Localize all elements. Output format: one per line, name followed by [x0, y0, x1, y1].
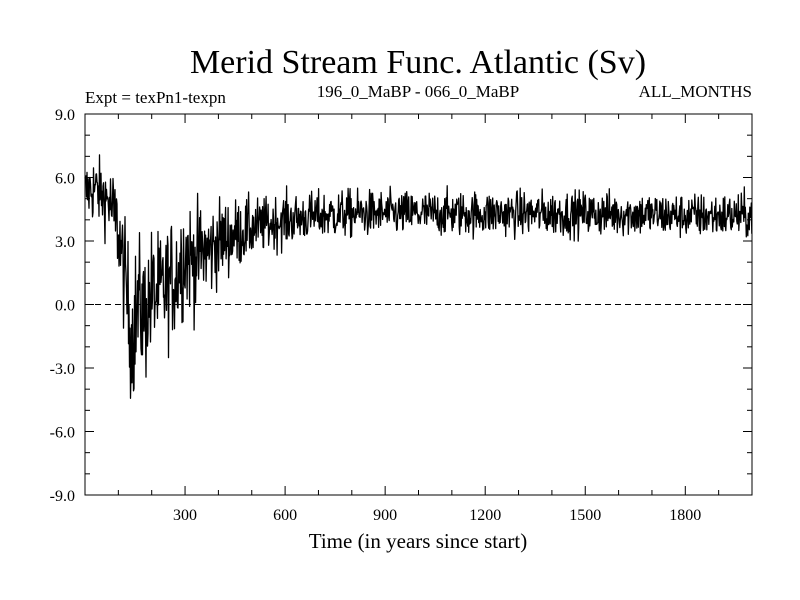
axes: 9.0 6.0 3.0 0.0 -3.0 -6.0 -9.0 300 600 900 1200 150…	[50, 107, 753, 524]
x-tick-label: 1500	[569, 507, 601, 524]
y-tick-label: 6.0	[55, 171, 75, 188]
chart-title: Merid Stream Func. Atlantic (Sv)	[190, 44, 646, 81]
y-tick-label: -6.0	[50, 425, 75, 442]
x-axis-label: Time (in years since start)	[309, 529, 528, 553]
series-line	[84, 154, 753, 399]
plot-area	[84, 154, 753, 399]
x-tick-label: 300	[173, 507, 197, 524]
y-tick-label: -9.0	[50, 488, 75, 505]
y-tick-label: 3.0	[55, 234, 75, 251]
chart-subtitle-center: 196_0_MaBP - 066_0_MaBP	[317, 82, 519, 101]
chart-subtitle-right: ALL_MONTHS	[639, 82, 752, 101]
chart-subtitle-left: Expt = texPn1-texpn	[85, 88, 226, 107]
y-tick-label: 0.0	[55, 298, 75, 315]
x-tick-label: 600	[273, 507, 297, 524]
y-tick-label: -3.0	[50, 361, 75, 378]
x-tick-label: 900	[373, 507, 397, 524]
x-tick-label: 1200	[469, 507, 501, 524]
x-tick-label: 1800	[669, 507, 701, 524]
y-tick-label: 9.0	[55, 107, 75, 124]
